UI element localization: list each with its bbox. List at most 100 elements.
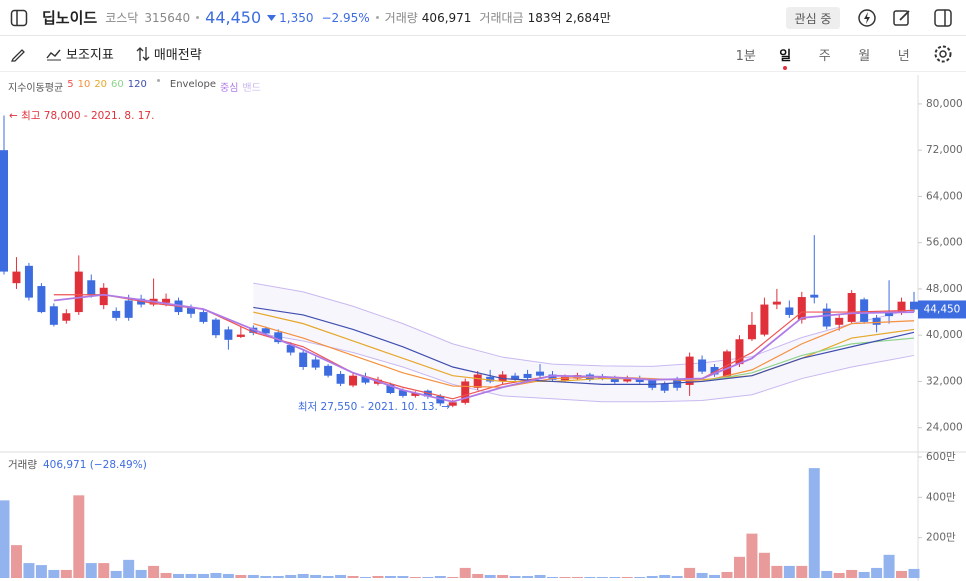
volume-bar — [422, 576, 434, 578]
candle-body — [162, 298, 171, 303]
volume-bar — [85, 563, 97, 578]
volume-panel-value: 406,971 (−28.49%) — [43, 459, 147, 471]
period-tab[interactable]: 월 — [858, 48, 871, 64]
sidebar-icon[interactable] — [10, 9, 28, 27]
candle-body — [261, 328, 270, 334]
volume-bar — [384, 575, 396, 578]
watch-button[interactable]: 관심 중 — [786, 7, 840, 29]
candle-body — [797, 297, 806, 320]
y-tick-label: 32,000 — [926, 375, 963, 387]
volume-bar — [135, 569, 147, 578]
y-tick-label: 72,000 — [926, 144, 963, 156]
edit-icon[interactable] — [892, 8, 912, 28]
candle-body — [548, 374, 557, 380]
indicators-button[interactable]: 보조지표 — [66, 48, 114, 63]
volume-bar — [571, 576, 583, 578]
volume-bar — [871, 567, 883, 578]
volume-bar — [335, 574, 347, 578]
volume-bar — [235, 574, 247, 578]
volume-bar — [584, 576, 596, 578]
volume-bar — [559, 576, 571, 578]
candle-body — [473, 374, 482, 388]
separator — [375, 16, 379, 19]
candle-body — [486, 376, 495, 382]
high-annotation: ← 최고 78,000 - 2021. 8. 17. — [9, 110, 154, 122]
candle-body — [623, 377, 632, 382]
candle-body — [610, 377, 619, 383]
candle-body — [62, 313, 71, 321]
y-tick-label: 600만 — [926, 451, 956, 463]
legend-entry: 10 — [77, 79, 91, 90]
y-tick-label: 40,000 — [926, 329, 963, 341]
candle-body — [236, 334, 245, 337]
volume-bar — [447, 576, 459, 578]
candle-body — [336, 373, 345, 384]
volume-bar — [409, 576, 421, 578]
change-rate: −2.95% — [321, 10, 370, 25]
period-tab[interactable]: 주 — [818, 48, 831, 64]
strategy-icon[interactable] — [136, 46, 150, 62]
volume-bar — [546, 576, 558, 578]
candle-body — [324, 365, 333, 376]
period-tab[interactable]: 일 — [766, 45, 806, 70]
candle-body — [461, 381, 470, 403]
candle-body — [411, 393, 420, 396]
period-tab[interactable]: 년 — [897, 48, 910, 64]
volume-bar — [260, 575, 272, 578]
volume-bar — [833, 572, 845, 578]
moving-average-line — [253, 320, 915, 388]
legend-entry: 20 — [94, 79, 108, 90]
volume-bar — [746, 533, 758, 578]
draw-icon[interactable] — [10, 46, 26, 62]
last-price-tag — [918, 300, 966, 319]
volume-bar — [185, 573, 197, 578]
volume-bar — [10, 545, 22, 578]
indicator-label: 지수이동평균 — [8, 83, 64, 94]
volume-bar — [534, 574, 546, 578]
legend-entry: 중심 — [220, 83, 239, 94]
candle-body — [349, 375, 358, 386]
volume-bar — [596, 576, 608, 578]
volume-bar — [98, 563, 110, 578]
volume-bar — [758, 552, 770, 578]
candle-body — [822, 308, 831, 327]
volume-bar — [684, 567, 696, 578]
volume-bar — [484, 574, 496, 578]
volume-bar — [360, 576, 372, 578]
flash-icon[interactable] — [857, 8, 877, 28]
candle-body — [274, 332, 283, 343]
candle-body — [112, 310, 121, 318]
candle-body — [398, 390, 407, 396]
candle-body — [710, 367, 719, 375]
volume-bar — [796, 565, 808, 578]
panel-icon[interactable] — [933, 8, 953, 28]
volume-bar — [821, 570, 833, 578]
legend-entry: Envelope — [169, 79, 216, 90]
candle-body — [87, 280, 96, 295]
candle-body — [760, 304, 769, 335]
volume-bar — [272, 575, 284, 578]
indicator-icon[interactable] — [46, 47, 62, 61]
volume: 406,971 — [421, 10, 472, 25]
strategy-button[interactable]: 매매전략 — [153, 48, 202, 63]
volume-bar — [733, 556, 745, 578]
volume-label: 거래량 — [384, 11, 418, 25]
settings-icon[interactable] — [933, 44, 953, 64]
candle-body — [0, 150, 8, 272]
volume-bar — [222, 573, 234, 578]
volume-bar — [883, 554, 895, 578]
volume-bar — [497, 574, 509, 578]
down-arrow — [267, 14, 277, 21]
candle-body — [199, 312, 208, 322]
market: 코스닥 — [105, 11, 139, 25]
amount-label: 거래대금 — [479, 11, 524, 25]
volume-bar — [35, 565, 47, 578]
volume-bar — [60, 569, 72, 578]
candle-body — [299, 352, 308, 368]
volume-bar — [659, 574, 671, 578]
volume-panel-label: 거래량 — [8, 459, 37, 471]
volume-bar — [808, 468, 820, 578]
candle-body — [211, 319, 220, 336]
period-tab[interactable]: 1분 — [735, 48, 756, 64]
moving-average-line — [53, 293, 915, 403]
